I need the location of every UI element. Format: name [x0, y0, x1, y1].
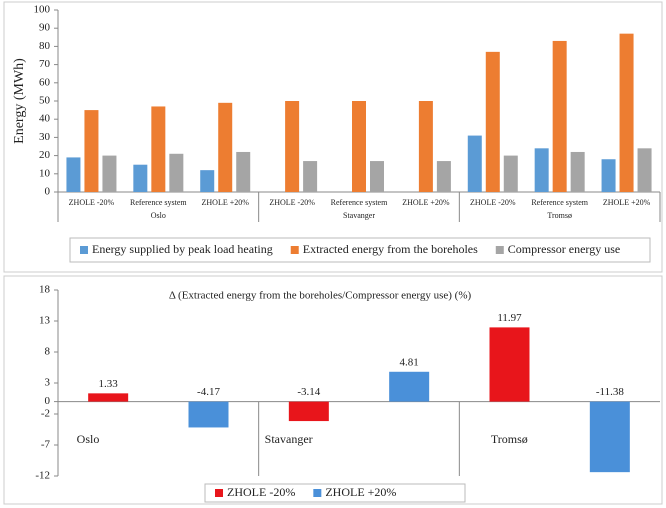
frame-bottom	[3, 275, 663, 505]
legend-label: ZHOLE -20%	[227, 485, 295, 499]
y-axis-label: Energy (MWh)	[12, 58, 27, 144]
bar	[133, 164, 148, 192]
bar	[88, 393, 129, 402]
bar	[534, 148, 549, 192]
x-tick-label: ZHOLE +20%	[603, 198, 651, 207]
bar	[102, 155, 117, 192]
y-tick-label: 30	[39, 131, 51, 143]
legend-swatch	[290, 246, 299, 254]
data-label: 1.33	[99, 378, 119, 390]
x-tick-label: Reference system	[331, 198, 388, 207]
y-tick-label: 0	[45, 395, 51, 407]
y-tick-label: 3	[45, 377, 51, 389]
x-tick-label: Oslo	[77, 432, 100, 446]
group-label: Oslo	[151, 211, 166, 220]
y-tick-label: 50	[39, 95, 51, 107]
bar	[489, 327, 530, 402]
data-label: 11.97	[497, 312, 522, 324]
bar	[601, 159, 616, 192]
bar	[352, 101, 366, 192]
x-tick-label: Tromsø	[491, 432, 528, 446]
y-tick-label: 20	[39, 149, 51, 161]
legend-box	[204, 483, 466, 503]
y-tick-label: 60	[39, 76, 51, 88]
legend-box	[69, 237, 651, 263]
bar	[552, 40, 567, 192]
x-tick-label: ZHOLE -20%	[69, 198, 115, 207]
group-label: Stavanger	[343, 211, 375, 220]
y-tick-label: 8	[45, 346, 51, 358]
x-tick-label: ZHOLE -20%	[269, 198, 315, 207]
y-tick-label: -12	[35, 470, 50, 482]
bar	[389, 371, 430, 402]
legend-label: Energy supplied by peak load heating	[92, 242, 273, 256]
bar	[503, 155, 518, 192]
data-label: 4.81	[400, 356, 419, 368]
x-tick-label: ZHOLE +20%	[402, 198, 450, 207]
bar	[637, 148, 652, 192]
data-label: -3.14	[297, 386, 320, 398]
data-label: -11.38	[596, 386, 625, 398]
bar	[619, 33, 634, 192]
legend-label: Extracted energy from the boreholes	[303, 242, 478, 256]
bar	[200, 170, 215, 192]
x-tick-label: ZHOLE -20%	[470, 198, 516, 207]
bar	[589, 401, 630, 473]
y-tick-label: -7	[41, 439, 51, 451]
legend-label: Compressor energy use	[508, 242, 620, 256]
legend-swatch	[80, 246, 88, 254]
bar	[436, 161, 451, 192]
bar	[169, 153, 184, 192]
y-tick-label: 70	[39, 58, 51, 70]
bar	[236, 151, 251, 192]
bar	[66, 157, 81, 192]
bar	[218, 102, 233, 192]
chart-title: Δ (Extracted energy from the boreholes/C…	[169, 290, 472, 302]
frame-top	[3, 1, 663, 273]
legend-swatch	[495, 246, 504, 254]
bar	[288, 401, 329, 422]
bar	[418, 101, 433, 192]
bar	[151, 106, 166, 192]
legend-swatch	[313, 489, 322, 497]
bar	[485, 51, 500, 192]
bar	[84, 110, 99, 192]
bar	[285, 101, 300, 192]
bar	[188, 401, 229, 428]
x-tick-label: Reference system	[531, 198, 588, 207]
x-tick-label: ZHOLE +20%	[202, 198, 250, 207]
y-tick-label: 90	[39, 22, 51, 34]
bar	[303, 161, 318, 192]
y-tick-label: -2	[41, 408, 50, 420]
x-tick-label: Reference system	[130, 198, 187, 207]
legend-swatch	[215, 489, 223, 497]
y-tick-label: 0	[45, 186, 51, 198]
bar	[370, 161, 384, 192]
x-tick-label: Stavanger	[265, 432, 313, 446]
y-tick-label: 40	[39, 113, 51, 125]
bar	[570, 151, 585, 192]
legend-label: ZHOLE +20%	[325, 485, 396, 499]
data-label: -4.17	[197, 386, 220, 398]
y-tick-label: 13	[39, 315, 51, 327]
y-tick-label: 18	[39, 284, 51, 296]
y-tick-label: 100	[34, 4, 51, 16]
bar	[467, 135, 482, 192]
y-tick-label: 80	[39, 40, 51, 52]
group-label: Tromsø	[547, 211, 572, 220]
y-tick-label: 10	[39, 167, 51, 179]
